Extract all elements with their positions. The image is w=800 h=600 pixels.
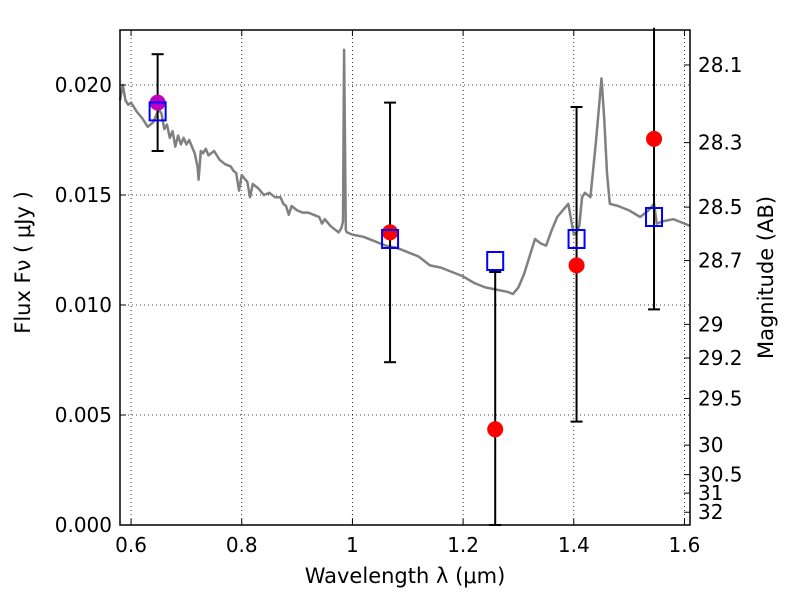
y-axis-right-title: Magnitude (AB): [754, 196, 778, 359]
magnitude-tick-label: 28.5: [698, 195, 743, 219]
model-band-square: [148, 101, 167, 122]
observed-point: [487, 421, 504, 438]
magnitude-tick-label: 28.7: [698, 249, 743, 273]
magnitude-tick-label: 29: [698, 312, 723, 336]
spectrum-line: [118, 48, 691, 296]
observed-point: [646, 130, 663, 147]
magnitude-tick-label: 31: [698, 481, 723, 505]
model-band-square: [486, 251, 505, 271]
y-tick-label: 0.020: [55, 73, 112, 97]
x-tick-label: 0.6: [115, 533, 147, 557]
observed-point: [382, 224, 399, 241]
magnitude-tick-label: 28.1: [698, 53, 743, 77]
observed-point: [568, 257, 585, 274]
x-tick-label: 1: [346, 533, 359, 557]
plot-frame: [119, 29, 691, 526]
y-tick-label: 0.010: [55, 293, 112, 317]
x-tick-label: 1.6: [669, 533, 701, 557]
x-tick-label: 0.8: [226, 533, 258, 557]
magnitude-tick-label: 29.5: [698, 387, 743, 411]
x-tick-label: 1.2: [447, 533, 479, 557]
photometry-points: [148, 27, 664, 526]
x-tick-label: 1.4: [558, 533, 590, 557]
x-axis-title: Wavelength λ (μm): [305, 564, 506, 588]
magnitude-tick-label: 28.3: [698, 131, 743, 155]
magnitude-tick-label: 29.2: [698, 346, 743, 370]
model-spectrum: [118, 48, 691, 296]
model-band-square: [381, 229, 400, 249]
y-tick-label: 0.000: [55, 513, 112, 537]
axis-ticks: 0.6 0.8 1 1.2 1.4 1.6 0.000 0.005 0.010 0.015 0.02…: [55, 30, 743, 557]
magnitude-tick-label: 30: [698, 433, 723, 457]
magnitude-tick-label: 32: [698, 500, 723, 524]
y-tick-label: 0.005: [55, 403, 112, 427]
y-axis-title: Flux Fν ( μJy ): [11, 191, 35, 334]
model-band-square: [645, 207, 664, 227]
model-band-square: [567, 229, 586, 249]
magnitude-tick-label: 30.5: [698, 463, 743, 487]
y-tick-label: 0.015: [55, 183, 112, 207]
